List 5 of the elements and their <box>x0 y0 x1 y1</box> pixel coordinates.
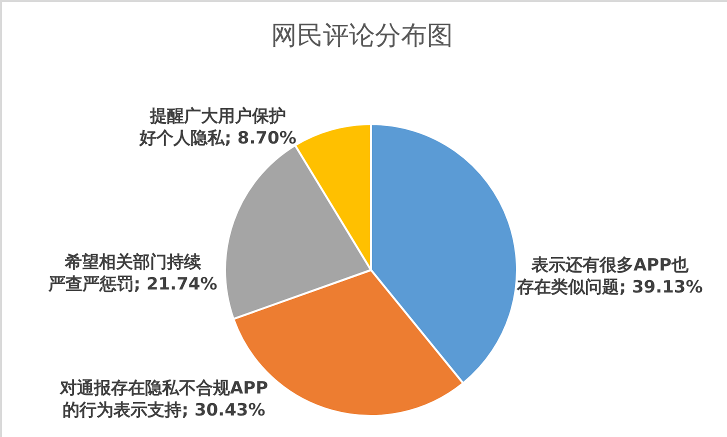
slice-label: 表示还有很多APP也存在类似问题; 39.13% <box>516 255 703 298</box>
chart-title: 网民评论分布图 <box>271 20 453 51</box>
slice-label: 对通报存在隐私不合规APP的行为表示支持; 30.43% <box>58 378 268 420</box>
slice-label: 提醒广大用户保护好个人隐私; 8.70% <box>138 106 296 148</box>
slice-label: 希望相关部门持续严查严惩罚; 21.74% <box>48 252 218 294</box>
